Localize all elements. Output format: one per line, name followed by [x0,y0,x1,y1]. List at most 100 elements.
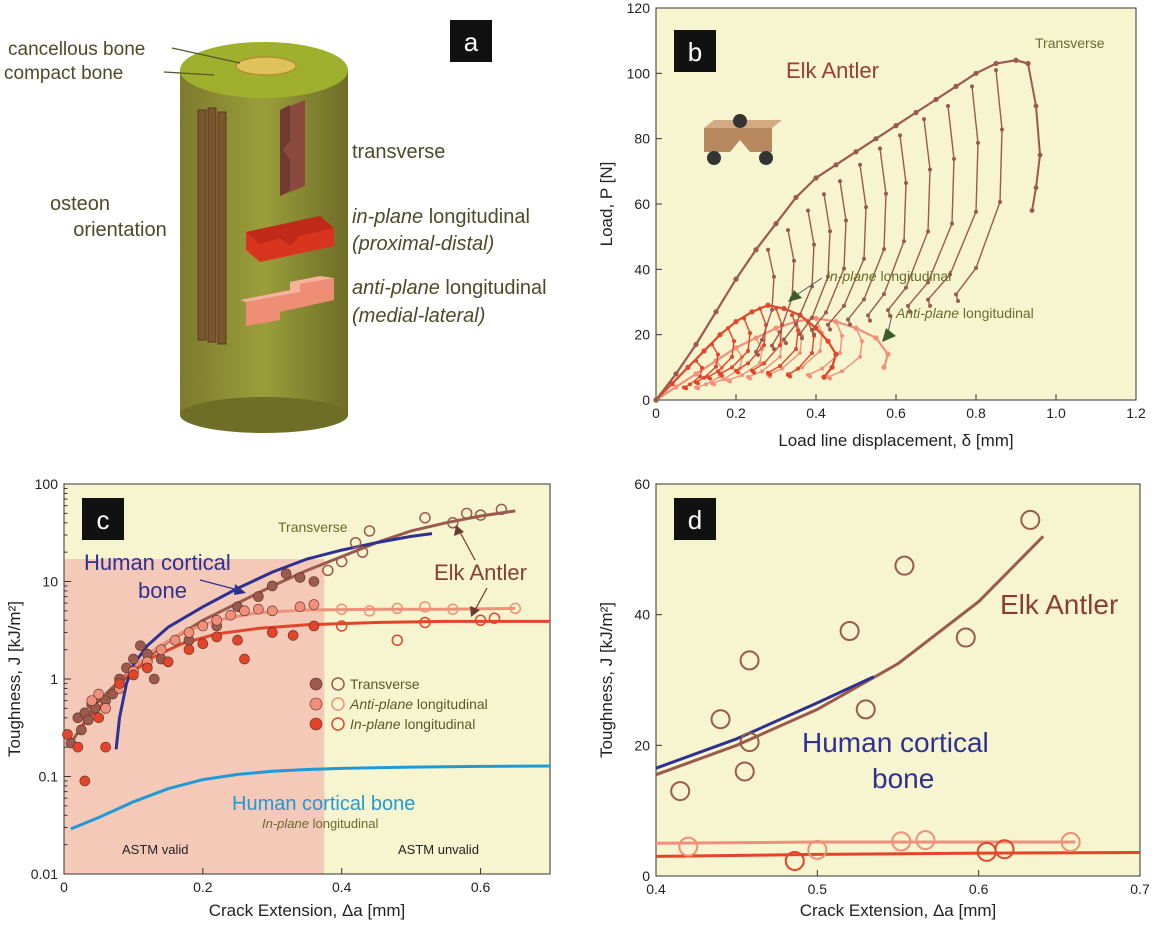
loop-point [922,117,926,122]
y-tick-label-b: 20 [634,327,650,343]
loop-point [878,146,882,151]
icon-roller-right [759,151,773,165]
loop-point [868,318,872,323]
data-point [1029,208,1035,213]
x-tick-label-b: 0 [652,405,660,421]
data-point [993,60,999,67]
human-arrow [234,584,246,595]
panel-d: 0.4 0.5 0.6 0.7 0 20 40 60 Crack Extension, Δa [… [590,470,1156,927]
osteon-label-1: osteon [50,193,110,215]
chart-d-svg: 0.4 0.5 0.6 0.7 0 20 40 60 Crack Extension, Δa [… [597,476,1150,920]
envelope-line [655,317,890,401]
data-point [673,384,679,390]
loop-point [760,369,764,374]
open-point [839,621,860,641]
open-point [891,831,912,852]
loop-point [798,350,802,355]
data-point [873,136,879,142]
inplane-annotation-b: In-plane longitudinal [826,268,951,284]
filled-point [239,605,250,617]
loop-point [758,360,762,365]
loop-point [748,331,752,336]
loop-point [796,328,800,333]
panel-a-letter: a [464,27,479,57]
loop-point [778,354,782,359]
inplane-arrow-b [788,290,802,302]
loop-point [778,343,782,348]
data-point [781,305,787,312]
filled-point [128,669,139,681]
open-point [460,507,473,520]
open-point [419,616,431,629]
loop-point [818,349,822,353]
open-point [509,602,522,615]
loop-point [970,84,974,89]
data-point [953,83,959,89]
open-point [1020,509,1041,530]
loop-point [752,370,756,375]
cancellous-leader [171,47,241,64]
y-axis-label-c: Toughness, J [kJ/m²] [5,601,24,757]
loop-point [842,266,846,271]
data-point [733,276,739,282]
x-axis-label-b: Load line displacement, δ [mm] [778,431,1013,450]
filled-point [93,712,105,724]
y-tick-label-b: 0 [642,392,650,408]
legend-open-marker [331,677,345,691]
legend-c: Transverse Anti-plane longitudinal In-plan… [309,676,488,732]
panel-b: 0 0.2 0.4 0.6 0.8 1.0 1.2 0 20 40 60 80 100 120 Load l… [590,0,1156,460]
y-tick-label-d: 0 [642,868,650,884]
filled-point [211,614,223,626]
loop-point [712,382,716,387]
filled-point [142,662,153,674]
loop-point [704,382,708,387]
open-point [419,601,431,613]
antiplane-sub-label: (medial-lateral) [352,305,485,327]
loop-point [726,326,730,331]
loop-point [778,364,782,369]
filled-point [114,678,125,689]
data-point [1037,152,1043,158]
loop-point [854,326,858,331]
loop-point [998,200,1002,205]
fit-line-human-cortical-bone [114,532,433,750]
human-cortical-label-d-2: bone [872,763,934,794]
series-transverse [653,57,1043,403]
loop-point [730,365,734,370]
panel-d-letter: d [688,505,702,535]
y-tick-label-d: 60 [634,476,650,492]
open-point [419,512,431,524]
chart-b-svg: 0 0.2 0.4 0.6 0.8 1.0 1.2 0 20 40 60 80 100 120 Load l… [597,0,1146,450]
loop-point [810,327,814,332]
data-point [853,149,859,155]
human-inplane-label: Human cortical bone [232,793,415,815]
cylinder-bottom [180,397,348,433]
loop-point [904,285,908,290]
open-point [739,732,760,753]
filled-point [62,729,73,740]
legend-filled-marker [309,717,323,731]
x-tick-label-d: 0.6 [969,881,989,897]
open-point [807,839,828,860]
loop-point [810,350,814,355]
astm-valid-label: ASTM valid [122,842,188,857]
filled-point [183,627,195,638]
legend-entry-label: In-plane longitudinal [350,716,475,732]
y-axis-label-d: Toughness, J [kJ/m²] [597,602,616,758]
data-point [673,371,679,377]
panel-c: 0 0.2 0.4 0.6 0.01 0.1 1 10 100 Crack Extension, … [0,470,560,927]
x-tick-label-d: 0.7 [1130,881,1150,897]
loop-point [786,228,790,233]
loop-point [946,104,950,108]
loop-point [746,349,750,353]
data-point [913,109,919,116]
loop-point [882,247,886,252]
filled-point [72,741,84,753]
loop-point [814,316,818,321]
loop-point [808,374,812,379]
osteon-label-2: orientation [73,219,166,241]
loop-point [994,68,998,73]
three-point-bend-icon [704,114,782,165]
loop-point [956,299,960,304]
loop-point [742,316,746,321]
